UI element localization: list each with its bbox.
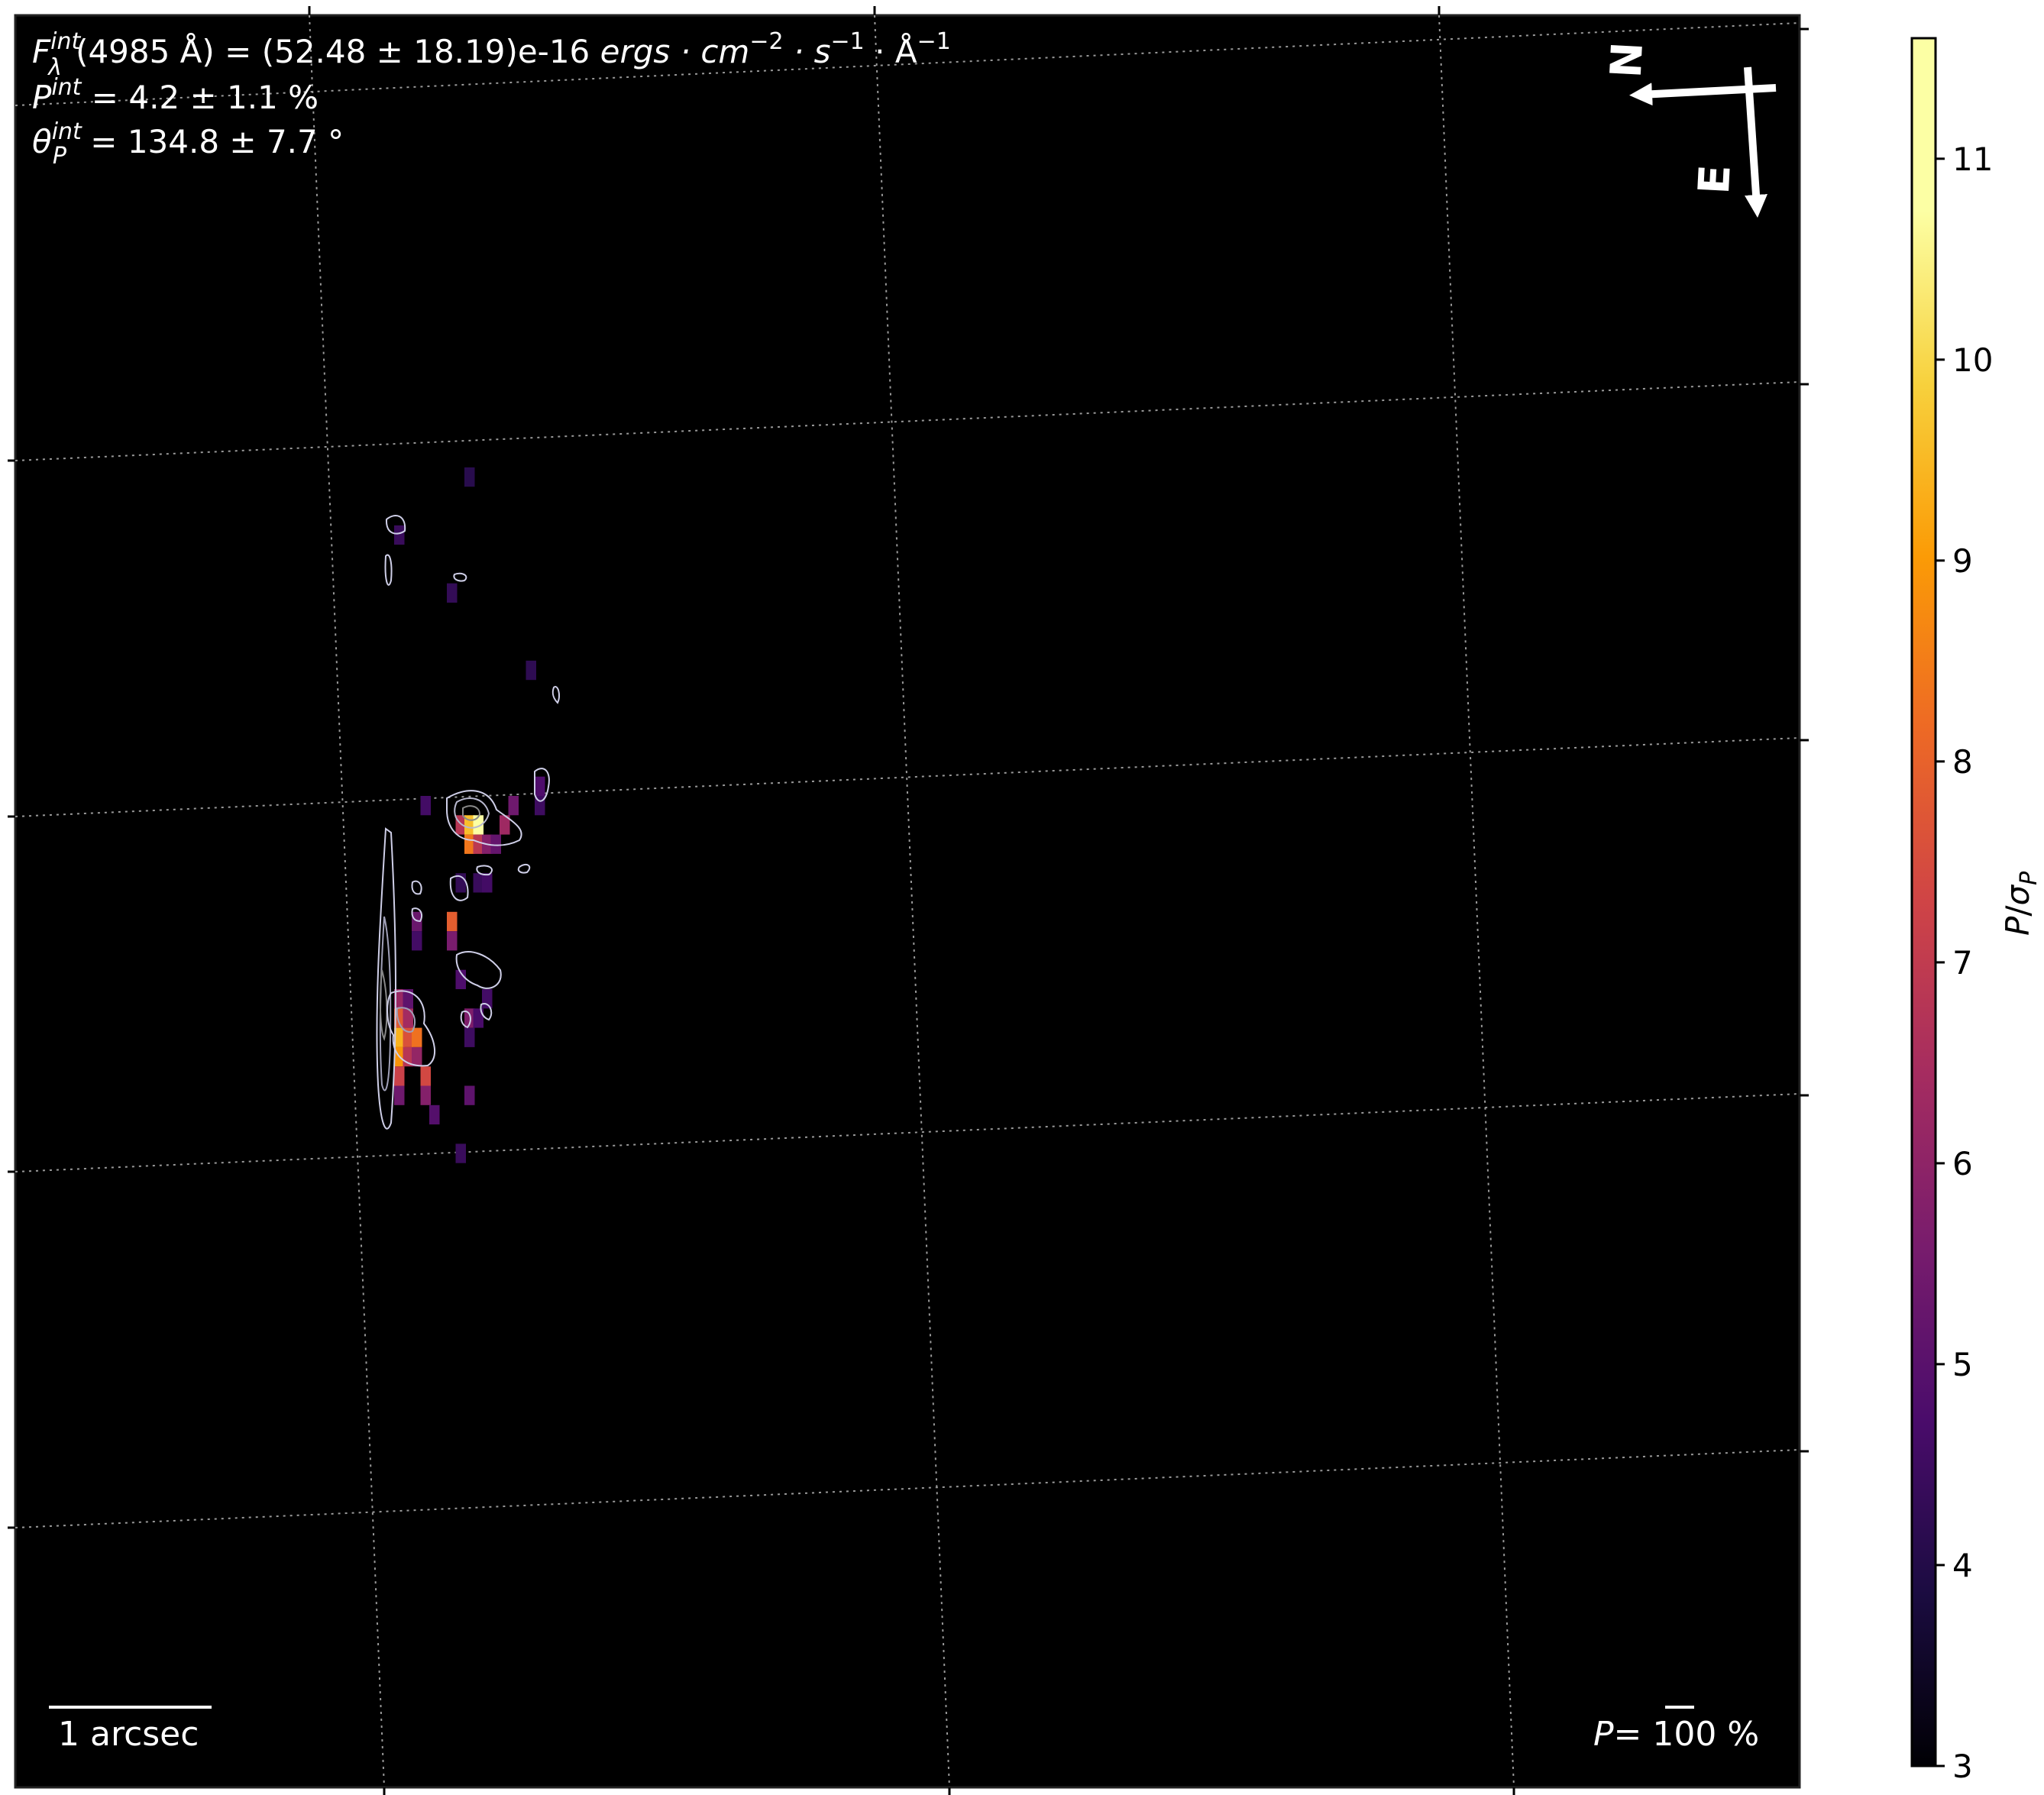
- heatmap-pixel: [412, 1027, 422, 1047]
- heatmap-pixel: [403, 989, 413, 1009]
- heatmap-pixel: [412, 1046, 422, 1067]
- heatmap-pixel: [464, 1085, 475, 1105]
- heatmap-pixel: [394, 1027, 405, 1047]
- colorbar-tick-label: 11: [1952, 141, 1993, 178]
- colorbar-ticks: 3 4 5 6 7 8 9 10 11: [1936, 141, 1993, 1785]
- heatmap-pixel: [455, 1143, 466, 1163]
- contour-blob-mid: [455, 951, 502, 989]
- contour-blob-lower: [386, 990, 436, 1067]
- flux-annotation: Fint λ (4985 Å) = (52.48 ± 18.19)e-16 ergs…: [32, 28, 951, 81]
- heatmap-pixel: [394, 989, 405, 1009]
- heatmap-pixel: [500, 815, 510, 835]
- heatmap-pixel: [412, 931, 422, 951]
- coordinate-grid: [15, 15, 1800, 1788]
- grid-line-dec-3: [15, 737, 1800, 817]
- colorbar-tick-label: 9: [1952, 542, 1973, 580]
- contour-small-6: [551, 686, 561, 704]
- grid-line-dec-5: [15, 1449, 1800, 1528]
- compass-east-arrow: [1744, 66, 1767, 218]
- heatmap-pixel: [455, 969, 466, 989]
- contour-main-core: [379, 969, 388, 1041]
- heatmap-pixel: [420, 1066, 431, 1086]
- colorbar-tick-label: 8: [1952, 743, 1973, 781]
- contour-small-10: [476, 865, 493, 876]
- plot-background: [15, 15, 1800, 1788]
- heatmap-pixel: [473, 834, 484, 854]
- heatmap-pixel: [429, 1104, 440, 1125]
- heatmap-pixel: [447, 583, 458, 603]
- contour-small-4: [411, 880, 422, 895]
- heatmap-pixel: [447, 911, 458, 932]
- heatmap-pixel: [420, 1085, 431, 1105]
- heatmap-pixel: [473, 1008, 484, 1028]
- contour-small-5: [411, 907, 423, 923]
- heatmap-pixel: [473, 873, 484, 893]
- colorbar-tick-label: 5: [1952, 1346, 1973, 1383]
- heatmap-pixel: [482, 873, 493, 893]
- heatmap-pixel: [403, 1008, 413, 1028]
- contour-main-outer: [376, 827, 396, 1130]
- angle-annotation: θint P = 134.8 ± 7.7 °: [32, 118, 344, 170]
- heatmap-pixels: [394, 467, 545, 1163]
- contour-blob-lower-2: [396, 1007, 416, 1033]
- axis-ticks: [8, 6, 1809, 1795]
- colorbar-tick-label: 6: [1952, 1145, 1973, 1182]
- contour-small-1: [385, 515, 406, 535]
- contour-small-2: [384, 554, 393, 586]
- heatmap-pixel: [447, 931, 458, 951]
- contour-small-9: [517, 864, 531, 874]
- colorbar: 3 4 5 6 7 8 9 10 11 P/σP: [1910, 37, 2042, 1785]
- contour-knot-upper: [446, 790, 522, 846]
- heatmap-pixel: [464, 1008, 475, 1028]
- intensity-contours: [376, 515, 561, 1130]
- contour-small-8: [480, 1003, 493, 1021]
- heatmap-pixel: [412, 911, 422, 932]
- heatmap-pixel: [473, 815, 484, 835]
- heatmap-pixel: [394, 1085, 405, 1105]
- colorbar-tick-label: 3: [1952, 1748, 1973, 1785]
- heatmap-pixel: [394, 525, 405, 545]
- heatmap-pixel: [508, 796, 519, 816]
- colorbar-gradient: [1910, 37, 1937, 1768]
- vector-scale-label: P= 100 %: [1593, 1715, 1759, 1754]
- heatmap-pixel: [464, 834, 475, 854]
- compass-north-label: N: [1599, 40, 1650, 79]
- colorbar-tick-label: 7: [1952, 944, 1973, 982]
- heatmap-pixel: [526, 660, 536, 681]
- heatmap-pixel: [464, 467, 475, 487]
- colorbar-tick-label: 10: [1952, 341, 1993, 379]
- heatmap-pixel: [535, 776, 545, 796]
- polarization-annotation: Pint = 4.2 ± 1.1 %: [32, 74, 319, 116]
- plot-frame: [14, 14, 1801, 1789]
- heatmap-pixel: [464, 1027, 475, 1047]
- integrated-values-annotation: Fint λ (4985 Å) = (52.48 ± 18.19)e-16 ergs…: [32, 28, 951, 170]
- scale-bar-label: 1 arcsec: [58, 1715, 199, 1754]
- contour-knot-upper-2: [454, 797, 490, 829]
- contour-small-7: [460, 1011, 471, 1029]
- heatmap-pixel: [490, 834, 501, 854]
- heatmap-pixel: [420, 796, 431, 816]
- contour-knot-upper-3: [462, 805, 481, 821]
- contour-knot-mid: [449, 875, 469, 901]
- grid-line-ra-3: [1438, 15, 1515, 1788]
- heatmap-pixel: [394, 1066, 405, 1086]
- heatmap-pixel: [403, 1027, 413, 1047]
- compass-east-label: E: [1690, 163, 1741, 196]
- grid-line-ra-2: [874, 15, 950, 1788]
- compass-north-arrow: [1629, 82, 1777, 106]
- heatmap-pixel: [482, 989, 493, 1009]
- scale-bar: 1 arcsec: [49, 1706, 212, 1754]
- contour-small-3: [453, 572, 467, 582]
- compass: N E: [1599, 40, 1777, 218]
- grid-line-dec-4: [15, 1093, 1800, 1172]
- colorbar-label: P/σP: [1999, 871, 2042, 936]
- colorbar-tick-label: 4: [1952, 1547, 1973, 1584]
- vector-scale: P= 100 %: [1593, 1706, 1759, 1754]
- contour-knot-right: [534, 768, 550, 802]
- grid-line-ra-1: [309, 15, 385, 1788]
- grid-line-dec-2: [15, 381, 1800, 461]
